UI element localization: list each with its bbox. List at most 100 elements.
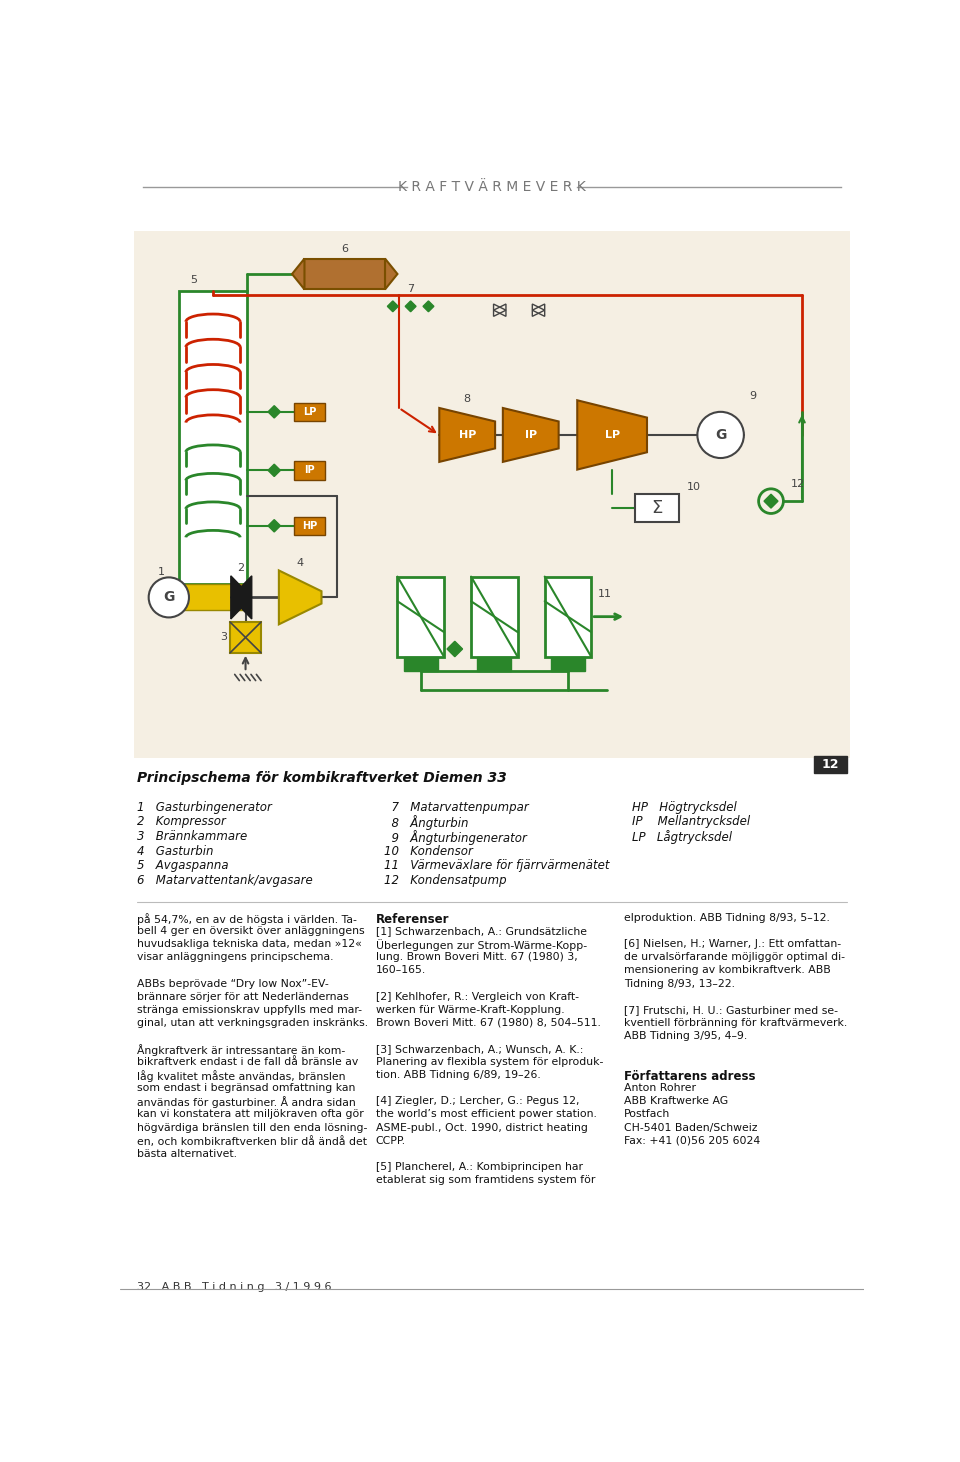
Text: 6: 6 bbox=[341, 244, 348, 254]
Text: Fax: +41 (0)56 205 6024: Fax: +41 (0)56 205 6024 bbox=[624, 1136, 760, 1146]
Text: 160–165.: 160–165. bbox=[375, 965, 426, 975]
Text: Postfach: Postfach bbox=[624, 1110, 670, 1120]
Text: 2: 2 bbox=[237, 563, 245, 573]
Text: HP: HP bbox=[459, 430, 476, 440]
Text: ABB Kraftwerke AG: ABB Kraftwerke AG bbox=[624, 1096, 728, 1107]
Text: [5] Plancherel, A.: Kombiprincipen har: [5] Plancherel, A.: Kombiprincipen har bbox=[375, 1162, 583, 1173]
Text: 8   Ångturbin: 8 Ångturbin bbox=[383, 816, 468, 830]
Polygon shape bbox=[405, 301, 416, 311]
Text: G: G bbox=[715, 428, 727, 442]
Polygon shape bbox=[423, 301, 434, 311]
Text: 1   Gasturbingenerator: 1 Gasturbingenerator bbox=[137, 801, 272, 814]
Text: Anton Rohrer: Anton Rohrer bbox=[624, 1083, 696, 1094]
Text: [3] Schwarzenbach, A.; Wunsch, A. K.:: [3] Schwarzenbach, A.; Wunsch, A. K.: bbox=[375, 1044, 583, 1054]
Text: CCPP.: CCPP. bbox=[375, 1136, 406, 1146]
Text: LP   Lågtrycksdel: LP Lågtrycksdel bbox=[632, 830, 732, 844]
Text: Überlegungen zur Strom-Wärme-Kopp-: Überlegungen zur Strom-Wärme-Kopp- bbox=[375, 939, 587, 952]
Text: werken für Wärme-Kraft-Kopplung.: werken für Wärme-Kraft-Kopplung. bbox=[375, 1004, 564, 1015]
Polygon shape bbox=[278, 570, 322, 624]
Polygon shape bbox=[385, 259, 397, 289]
Text: IP    Mellantrycksdel: IP Mellantrycksdel bbox=[632, 816, 750, 829]
Text: 32   A B B   T i d n i n g   3 / 1 9 9 6: 32 A B B T i d n i n g 3 / 1 9 9 6 bbox=[137, 1282, 331, 1292]
Text: 9   Ångturbingenerator: 9 Ångturbingenerator bbox=[383, 830, 526, 845]
Text: 10   Kondensor: 10 Kondensor bbox=[383, 845, 472, 858]
Text: IP: IP bbox=[525, 430, 537, 440]
Text: på 54,7%, en av de högsta i världen. Ta-: på 54,7%, en av de högsta i världen. Ta- bbox=[137, 914, 357, 925]
Text: en, och kombikraftverken blir då ändå det: en, och kombikraftverken blir då ändå de… bbox=[137, 1136, 367, 1146]
Bar bbox=[179, 583, 247, 611]
Polygon shape bbox=[230, 576, 252, 618]
Polygon shape bbox=[230, 576, 252, 618]
Polygon shape bbox=[388, 301, 398, 311]
Text: HP   Högtrycksdel: HP Högtrycksdel bbox=[632, 801, 736, 814]
Bar bbox=[295, 461, 325, 480]
Text: elproduktion. ABB Tidning 8/93, 5–12.: elproduktion. ABB Tidning 8/93, 5–12. bbox=[624, 914, 829, 923]
Text: Brown Boveri Mitt. 67 (1980) 8, 504–511.: Brown Boveri Mitt. 67 (1980) 8, 504–511. bbox=[375, 1018, 601, 1028]
Bar bbox=[179, 291, 247, 583]
Text: ASME-publ., Oct. 1990, district heating: ASME-publ., Oct. 1990, district heating bbox=[375, 1123, 588, 1133]
Text: huvudsakliga tekniska data, medan »12«: huvudsakliga tekniska data, medan »12« bbox=[137, 939, 362, 949]
Text: 10: 10 bbox=[686, 481, 701, 491]
Text: användas för gasturbiner. Å andra sidan: användas för gasturbiner. Å andra sidan bbox=[137, 1096, 356, 1108]
Text: 12: 12 bbox=[790, 480, 804, 490]
Text: etablerat sig som framtidens system för: etablerat sig som framtidens system för bbox=[375, 1175, 595, 1184]
Text: CH-5401 Baden/Schweiz: CH-5401 Baden/Schweiz bbox=[624, 1123, 757, 1133]
Bar bbox=[544, 576, 591, 656]
Text: mensionering av kombikraftverk. ABB: mensionering av kombikraftverk. ABB bbox=[624, 965, 830, 975]
Text: [6] Nielsen, H.; Warner, J.: Ett omfattan-: [6] Nielsen, H.; Warner, J.: Ett omfatta… bbox=[624, 939, 841, 949]
Text: lung. Brown Boveri Mitt. 67 (1980) 3,: lung. Brown Boveri Mitt. 67 (1980) 3, bbox=[375, 952, 578, 962]
Bar bbox=[551, 656, 585, 671]
Text: [2] Kehlhofer, R.: Vergleich von Kraft-: [2] Kehlhofer, R.: Vergleich von Kraft- bbox=[375, 991, 579, 1001]
Bar bbox=[471, 576, 517, 656]
Text: LP: LP bbox=[303, 406, 317, 417]
Text: IP: IP bbox=[304, 465, 315, 475]
Bar bbox=[636, 494, 679, 522]
Text: Tidning 8/93, 13–22.: Tidning 8/93, 13–22. bbox=[624, 978, 734, 988]
Bar bbox=[814, 756, 847, 773]
Text: bikraftverk endast i de fall då bränsle av: bikraftverk endast i de fall då bränsle … bbox=[137, 1057, 358, 1067]
Polygon shape bbox=[268, 465, 280, 477]
Bar bbox=[295, 516, 325, 535]
Text: 4   Gasturbin: 4 Gasturbin bbox=[137, 845, 213, 858]
Text: kan vi konstatera att miljökraven ofta gör: kan vi konstatera att miljökraven ofta g… bbox=[137, 1110, 364, 1120]
Bar bbox=[230, 621, 261, 654]
Bar bbox=[397, 576, 444, 656]
Text: 11   Värmeväxlare för fjärrvärmenätet: 11 Värmeväxlare för fjärrvärmenätet bbox=[383, 860, 609, 873]
Text: 6   Matarvattentank/avgasare: 6 Matarvattentank/avgasare bbox=[137, 874, 313, 887]
Text: stränga emissionskrav uppfylls med mar-: stränga emissionskrav uppfylls med mar- bbox=[137, 1004, 362, 1015]
Bar bbox=[403, 656, 438, 671]
Polygon shape bbox=[503, 408, 559, 462]
Polygon shape bbox=[764, 494, 778, 509]
Polygon shape bbox=[292, 259, 304, 289]
Text: 5   Avgaspanna: 5 Avgaspanna bbox=[137, 860, 228, 873]
Text: låg kvalitet måste användas, bränslen: låg kvalitet måste användas, bränslen bbox=[137, 1070, 346, 1082]
Text: 8: 8 bbox=[464, 393, 470, 404]
Text: [7] Frutschi, H. U.: Gasturbiner med se-: [7] Frutschi, H. U.: Gasturbiner med se- bbox=[624, 1004, 838, 1015]
Text: de urvalsörfarande möjliggör optimal di-: de urvalsörfarande möjliggör optimal di- bbox=[624, 952, 845, 962]
Text: 12: 12 bbox=[822, 757, 839, 770]
Polygon shape bbox=[268, 405, 280, 418]
Text: 12   Kondensatpump: 12 Kondensatpump bbox=[383, 874, 506, 887]
Text: Ångkraftverk är intressantare än kom-: Ångkraftverk är intressantare än kom- bbox=[137, 1044, 346, 1056]
Text: Referenser: Referenser bbox=[375, 914, 449, 925]
Text: G: G bbox=[163, 591, 175, 604]
Text: som endast i begränsad omfattning kan: som endast i begränsad omfattning kan bbox=[137, 1083, 355, 1094]
Text: bästa alternativet.: bästa alternativet. bbox=[137, 1149, 237, 1159]
Bar bbox=[477, 656, 512, 671]
Text: 2   Kompressor: 2 Kompressor bbox=[137, 816, 226, 829]
Bar bbox=[134, 231, 850, 759]
Text: the world’s most efficient power station.: the world’s most efficient power station… bbox=[375, 1110, 596, 1120]
Text: 3   Brännkammare: 3 Brännkammare bbox=[137, 830, 248, 844]
Polygon shape bbox=[268, 519, 280, 532]
Text: ABBs beprövade “Dry low Nox”-EV-: ABBs beprövade “Dry low Nox”-EV- bbox=[137, 978, 328, 988]
Text: 11: 11 bbox=[597, 589, 612, 598]
Polygon shape bbox=[440, 408, 495, 462]
Circle shape bbox=[697, 412, 744, 458]
Text: visar anläggningens principschema.: visar anläggningens principschema. bbox=[137, 952, 333, 962]
Text: HP: HP bbox=[302, 520, 318, 531]
Text: Författarens adress: Författarens adress bbox=[624, 1070, 756, 1083]
Text: ABB Tidning 3/95, 4–9.: ABB Tidning 3/95, 4–9. bbox=[624, 1031, 747, 1041]
Text: [1] Schwarzenbach, A.: Grundsätzliche: [1] Schwarzenbach, A.: Grundsätzliche bbox=[375, 927, 587, 936]
Text: LP: LP bbox=[605, 430, 620, 440]
Text: Planering av flexibla system för elproduk-: Planering av flexibla system för elprodu… bbox=[375, 1057, 603, 1067]
